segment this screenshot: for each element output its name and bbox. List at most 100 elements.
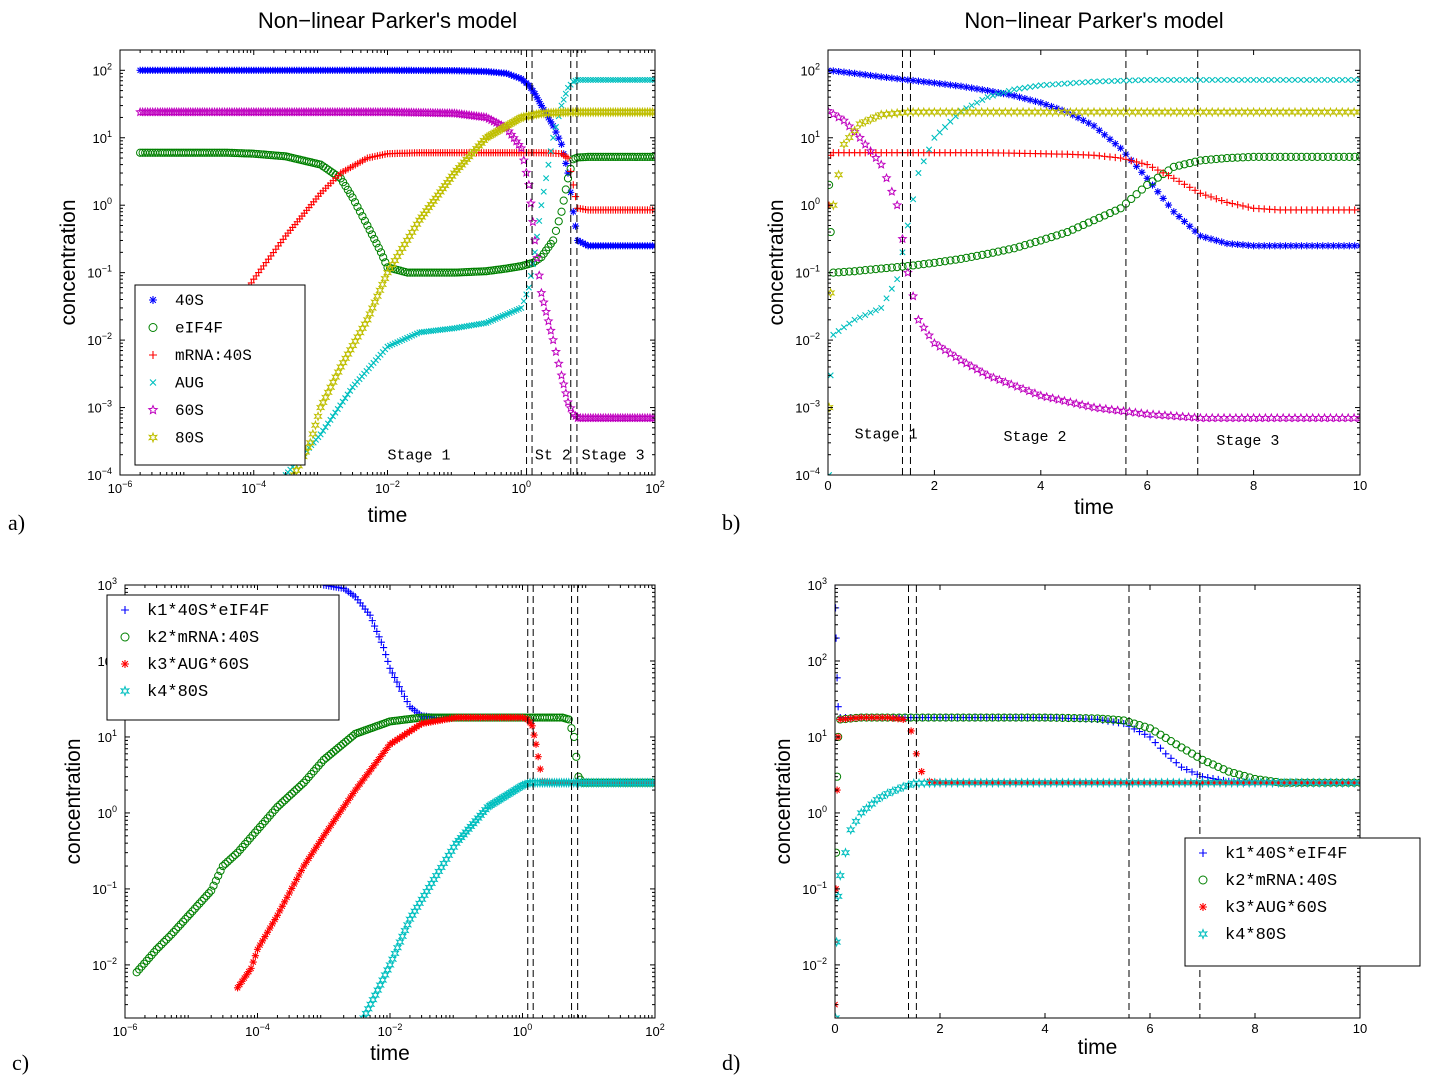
- data-point: [536, 765, 544, 773]
- data-point: [828, 471, 833, 475]
- legend-marker: [149, 351, 157, 359]
- legend: 40S eIF4F mRNA:40S AUG 60S 80S: [134, 284, 306, 466]
- data-point: [872, 307, 879, 314]
- data-point: [1172, 740, 1181, 749]
- x-tick-label: 10−6: [108, 479, 133, 496]
- data-point: [1286, 779, 1294, 787]
- data-point: [989, 88, 997, 96]
- legend-marker: [1199, 849, 1207, 857]
- data-point: [910, 196, 917, 203]
- data-point: [872, 72, 880, 80]
- data-point: [374, 243, 383, 252]
- stage-annotation: Stage 1: [855, 426, 918, 443]
- data-point: [354, 783, 362, 791]
- data-point: [550, 346, 561, 357]
- x-tick-label: 10: [1353, 478, 1367, 493]
- data-point: [1029, 713, 1038, 722]
- data-point: [1043, 81, 1050, 88]
- data-point: [1055, 80, 1062, 88]
- data-point: [140, 959, 149, 968]
- data-point: [1198, 779, 1207, 787]
- data-point: [988, 713, 997, 722]
- data-point: [469, 145, 479, 157]
- data-point: [1210, 779, 1218, 787]
- data-point: [1302, 152, 1311, 162]
- data-point: [1334, 152, 1343, 162]
- data-point: [1130, 407, 1141, 417]
- data-point: [959, 106, 969, 118]
- data-point: [860, 139, 871, 149]
- legend-marker: [1199, 903, 1207, 911]
- data-point: [1255, 242, 1263, 250]
- data-point: [834, 268, 843, 277]
- data-point: [966, 361, 977, 371]
- data-point: [1313, 242, 1322, 250]
- legend-label: k2*mRNA:40S: [147, 629, 259, 648]
- data-point: [1156, 744, 1165, 752]
- data-point: [1233, 779, 1242, 787]
- data-point: [543, 315, 554, 326]
- data-point: [973, 85, 981, 93]
- data-point: [260, 817, 270, 826]
- data-point: [574, 236, 582, 245]
- data-point: [334, 811, 342, 819]
- y-tick-label: 101: [98, 728, 117, 745]
- data-point: [1063, 227, 1072, 237]
- data-point: [527, 84, 535, 92]
- data-point: [647, 106, 655, 118]
- data-point: [1140, 722, 1149, 731]
- data-point: [221, 859, 230, 868]
- data-point: [1041, 779, 1049, 787]
- data-point: [982, 713, 991, 722]
- data-point: [965, 779, 973, 787]
- data-point: [983, 779, 991, 787]
- data-point: [888, 74, 896, 82]
- data-point: [185, 909, 195, 919]
- x-tick-label: 6: [1146, 1021, 1153, 1036]
- data-point: [881, 172, 892, 183]
- data-point: [888, 285, 895, 292]
- data-point: [405, 727, 414, 736]
- data-point: [650, 412, 655, 423]
- data-point: [266, 924, 274, 932]
- data-point: [983, 249, 992, 258]
- data-point: [1296, 106, 1306, 118]
- data-point: [1340, 242, 1348, 250]
- data-point: [532, 252, 543, 263]
- data-point: [1084, 218, 1093, 227]
- data-point: [468, 818, 478, 830]
- data-point: [1046, 713, 1055, 722]
- data-point: [1272, 106, 1282, 118]
- x-axis-label: time: [1078, 1036, 1118, 1059]
- data-point: [878, 304, 885, 312]
- data-point: [835, 703, 842, 711]
- data-point: [648, 152, 655, 162]
- data-point: [925, 78, 933, 86]
- data-point: [343, 735, 353, 744]
- data-point: [852, 714, 860, 722]
- data-point: [1290, 106, 1300, 118]
- data-point: [363, 1003, 373, 1015]
- data-point: [1061, 80, 1068, 87]
- data-point: [461, 109, 472, 120]
- data-point: [1216, 779, 1224, 787]
- data-point: [909, 261, 918, 270]
- legend-item: k3*AUG*60S: [121, 656, 249, 675]
- data-point: [972, 251, 982, 260]
- data-point: [1196, 232, 1204, 240]
- data-point: [970, 713, 980, 722]
- data-point: [233, 984, 242, 992]
- data-point: [337, 402, 344, 409]
- data-point: [1026, 96, 1034, 104]
- data-point: [877, 73, 885, 81]
- data-point: [393, 735, 401, 744]
- data-point: [579, 239, 587, 247]
- data-point: [646, 76, 654, 84]
- data-point: [304, 772, 313, 782]
- data-point: [840, 324, 848, 331]
- data-point: [929, 337, 940, 348]
- data-point: [557, 207, 566, 216]
- data-point: [549, 122, 557, 130]
- data-point: [534, 753, 542, 761]
- data-point: [1337, 106, 1347, 118]
